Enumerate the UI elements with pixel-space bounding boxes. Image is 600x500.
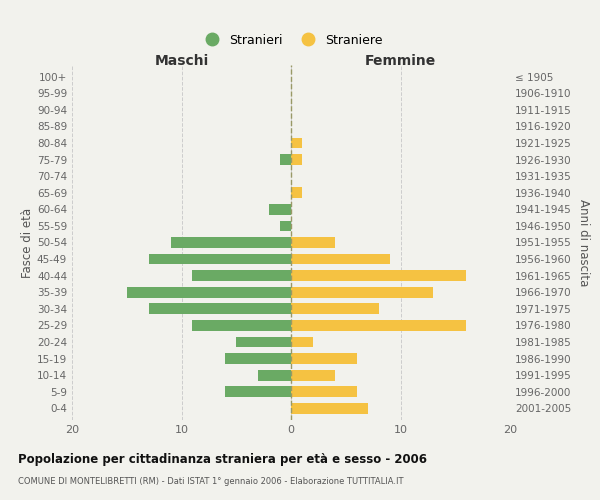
Text: Femmine: Femmine bbox=[365, 54, 436, 68]
Y-axis label: Fasce di età: Fasce di età bbox=[21, 208, 34, 278]
Bar bbox=[291, 254, 389, 264]
Bar bbox=[236, 336, 291, 347]
Bar bbox=[291, 188, 302, 198]
Bar bbox=[291, 386, 356, 397]
Bar bbox=[291, 270, 466, 281]
Bar bbox=[280, 220, 291, 232]
Bar bbox=[193, 270, 291, 281]
Bar bbox=[127, 287, 291, 298]
Bar bbox=[280, 154, 291, 165]
Bar bbox=[291, 287, 433, 298]
Text: Maschi: Maschi bbox=[154, 54, 209, 68]
Bar bbox=[170, 237, 291, 248]
Bar bbox=[291, 154, 302, 165]
Text: COMUNE DI MONTELIBRETTI (RM) - Dati ISTAT 1° gennaio 2006 - Elaborazione TUTTITA: COMUNE DI MONTELIBRETTI (RM) - Dati ISTA… bbox=[18, 478, 404, 486]
Bar bbox=[269, 204, 291, 214]
Bar bbox=[226, 386, 291, 397]
Bar bbox=[291, 403, 368, 414]
Bar bbox=[226, 353, 291, 364]
Bar bbox=[291, 353, 356, 364]
Y-axis label: Anni di nascita: Anni di nascita bbox=[577, 199, 590, 286]
Bar bbox=[149, 254, 291, 264]
Bar bbox=[291, 320, 466, 331]
Bar bbox=[291, 336, 313, 347]
Bar bbox=[291, 304, 379, 314]
Bar bbox=[149, 304, 291, 314]
Bar bbox=[291, 138, 302, 148]
Bar bbox=[258, 370, 291, 380]
Text: Popolazione per cittadinanza straniera per età e sesso - 2006: Popolazione per cittadinanza straniera p… bbox=[18, 452, 427, 466]
Bar bbox=[291, 237, 335, 248]
Bar bbox=[291, 370, 335, 380]
Legend: Stranieri, Straniere: Stranieri, Straniere bbox=[194, 28, 388, 52]
Bar bbox=[193, 320, 291, 331]
